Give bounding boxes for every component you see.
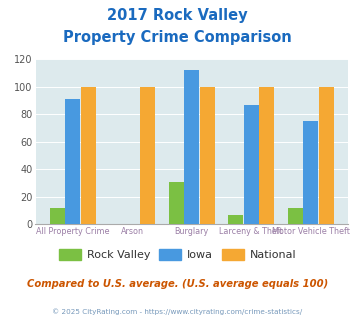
- Text: Property Crime Comparison: Property Crime Comparison: [63, 30, 292, 45]
- Bar: [228, 215, 243, 224]
- Legend: Rock Valley, Iowa, National: Rock Valley, Iowa, National: [54, 245, 301, 265]
- Text: © 2025 CityRating.com - https://www.cityrating.com/crime-statistics/: © 2025 CityRating.com - https://www.city…: [53, 309, 302, 315]
- Bar: [65, 99, 80, 224]
- Bar: [259, 87, 274, 224]
- Bar: [81, 87, 95, 224]
- Bar: [50, 208, 65, 224]
- Bar: [184, 70, 199, 224]
- Text: 2017 Rock Valley: 2017 Rock Valley: [107, 8, 248, 23]
- Bar: [140, 87, 155, 224]
- Bar: [200, 87, 215, 224]
- Bar: [244, 105, 259, 224]
- Bar: [303, 121, 318, 224]
- Bar: [169, 182, 184, 224]
- Bar: [319, 87, 334, 224]
- Text: Compared to U.S. average. (U.S. average equals 100): Compared to U.S. average. (U.S. average …: [27, 279, 328, 289]
- Bar: [288, 208, 303, 224]
